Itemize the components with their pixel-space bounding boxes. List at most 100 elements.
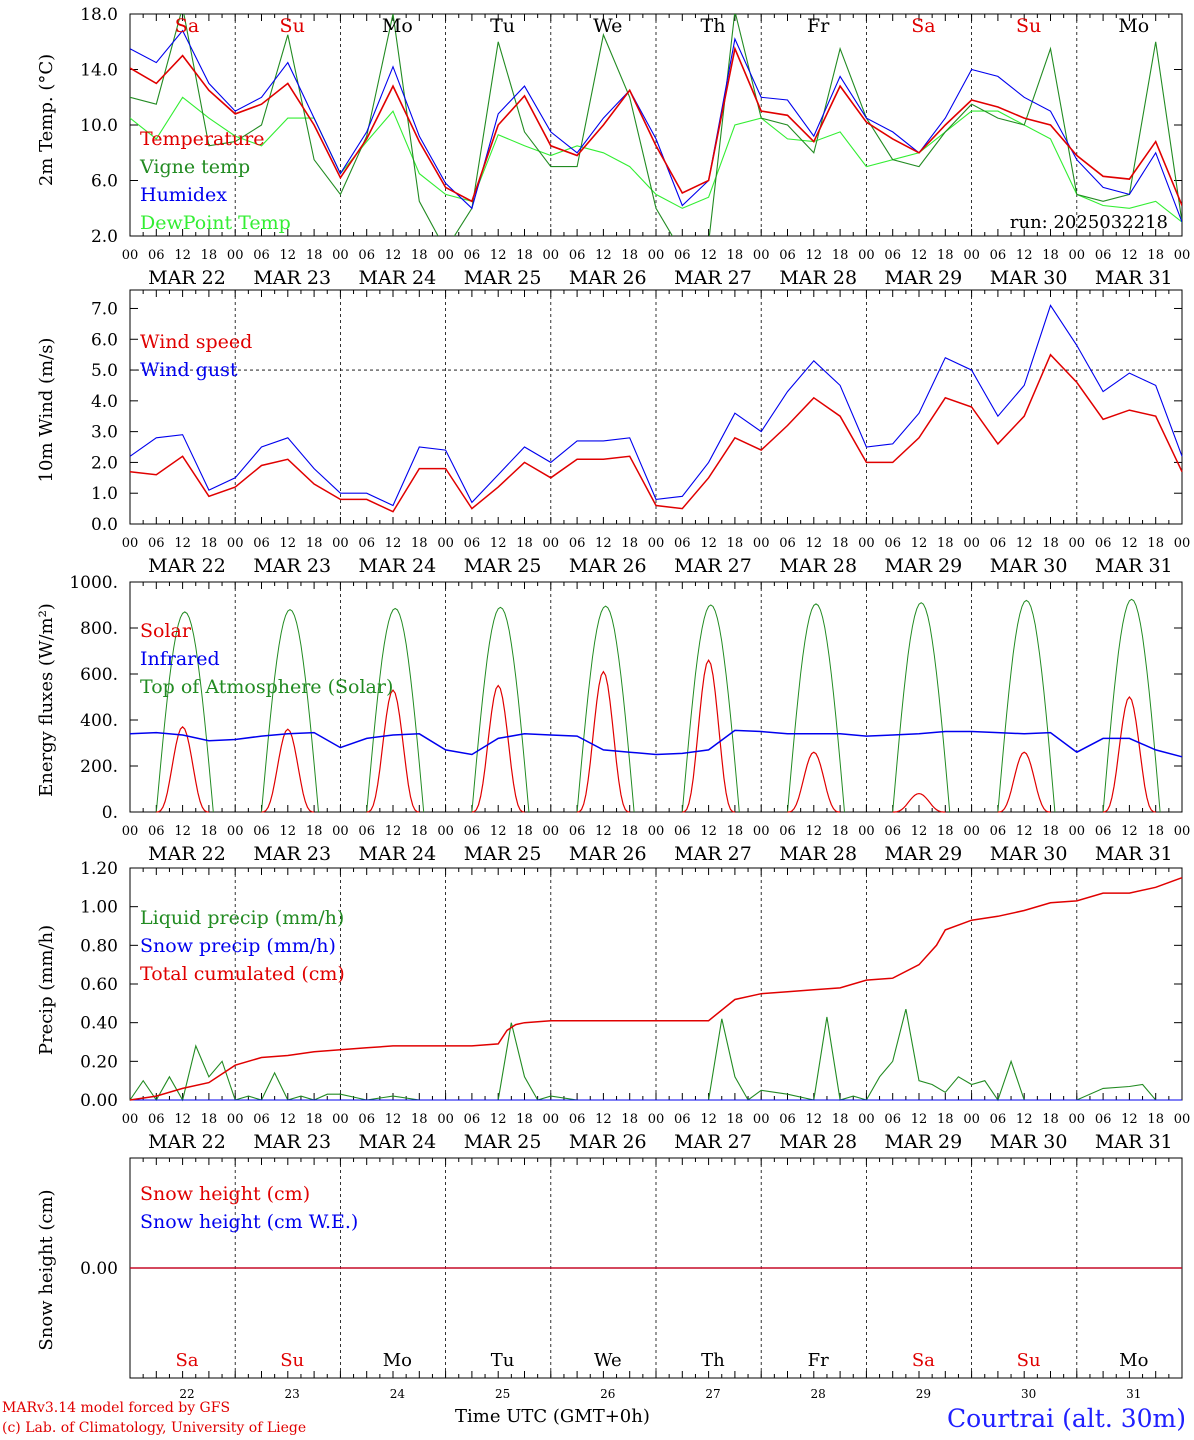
hour-tick-label: 06 xyxy=(884,824,901,839)
hour-tick-label: 12 xyxy=(490,824,507,839)
y-tick-label: 7.0 xyxy=(91,299,118,319)
hour-tick-label: 00 xyxy=(1069,1112,1086,1127)
day-name-label: Su xyxy=(280,1350,304,1371)
date-label: MAR 31 xyxy=(1095,555,1173,577)
hour-tick-label: 00 xyxy=(648,248,665,263)
hour-tick-label: 18 xyxy=(1147,1112,1164,1127)
y-tick-label: 0.00 xyxy=(80,1259,118,1279)
hour-tick-label: 00 xyxy=(1174,1112,1191,1127)
day-name-label: Mo xyxy=(383,1350,412,1371)
toa-day-curve xyxy=(576,605,635,813)
date-label: MAR 26 xyxy=(569,1131,647,1153)
y-tick-label: 4.0 xyxy=(91,392,118,412)
hour-tick-label: 06 xyxy=(990,248,1007,263)
hour-tick-label: 06 xyxy=(569,536,586,551)
hour-tick-label: 12 xyxy=(806,536,823,551)
hour-tick-label: 18 xyxy=(621,1112,638,1127)
solar-day-curve xyxy=(577,670,630,813)
hour-tick-label: 06 xyxy=(1095,248,1112,263)
hour-tick-label: 18 xyxy=(516,824,533,839)
wind-panel: 0.0 1.0 2.0 3.0 4.0 5.0 6.0 7.0 10m Wind (m/s) Wi… xyxy=(36,289,1190,577)
legend-entry: Snow height (cm W.E.) xyxy=(140,1211,358,1233)
toa-day-curve xyxy=(366,607,425,813)
hour-tick-label: 00 xyxy=(543,536,560,551)
hour-tick-label: 00 xyxy=(1069,536,1086,551)
series-line-speed xyxy=(129,353,1183,513)
hour-tick-label: 00 xyxy=(1069,824,1086,839)
hour-tick-label: 12 xyxy=(280,824,297,839)
hour-tick-label: 12 xyxy=(1121,1112,1138,1127)
precip-panel: 0.00 0.20 0.40 0.60 0.80 1.00 1.20 Precip (mm/h… xyxy=(36,859,1190,1153)
hour-tick-label: 18 xyxy=(306,1112,323,1127)
day-number-label: 26 xyxy=(600,1387,615,1400)
hour-tick-label: 18 xyxy=(937,1112,954,1127)
hour-tick-label: 06 xyxy=(884,536,901,551)
date-label: MAR 30 xyxy=(990,267,1068,289)
hour-tick-label: 00 xyxy=(753,248,770,263)
hour-tick-label: 18 xyxy=(1042,536,1059,551)
solar-day-curve xyxy=(997,751,1051,813)
y-axis-label: 2m Temp. (°C) xyxy=(36,54,57,186)
y-tick-label: 0.60 xyxy=(80,975,118,995)
hour-tick-label: 12 xyxy=(280,1112,297,1127)
date-label: MAR 22 xyxy=(148,267,226,289)
hour-tick-label: 00 xyxy=(332,248,349,263)
hour-tick-label: 00 xyxy=(648,824,665,839)
hour-tick-label: 00 xyxy=(437,824,454,839)
y-tick-label: 1.0 xyxy=(91,484,118,504)
time-axis-title: Time UTC (GMT+0h) xyxy=(455,1406,650,1427)
day-number-label: 27 xyxy=(705,1387,720,1400)
hour-tick-label: 00 xyxy=(122,1112,139,1127)
hour-tick-label: 00 xyxy=(858,1112,875,1127)
hour-tick-label: 12 xyxy=(1121,824,1138,839)
hour-tick-label: 06 xyxy=(569,1112,586,1127)
hour-tick-label: 00 xyxy=(437,248,454,263)
day-number-label: 23 xyxy=(285,1387,300,1400)
hour-tick-label: 18 xyxy=(727,536,744,551)
toa-day-curve xyxy=(787,603,845,813)
day-number-label: 30 xyxy=(1021,1387,1036,1400)
hour-tick-label: 00 xyxy=(1174,824,1191,839)
y-axis-label: 10m Wind (m/s) xyxy=(36,338,57,483)
hour-tick-label: 18 xyxy=(516,536,533,551)
date-label: MAR 29 xyxy=(885,843,963,865)
hour-tick-label: 12 xyxy=(174,1112,191,1127)
y-tick-label: 0.80 xyxy=(80,936,118,956)
hour-tick-label: 00 xyxy=(1174,248,1191,263)
day-name-label: Su xyxy=(280,15,305,37)
hour-tick-label: 00 xyxy=(332,536,349,551)
day-name-label: Sa xyxy=(912,1350,935,1371)
date-label: MAR 25 xyxy=(464,1131,542,1153)
y-tick-label: 6.0 xyxy=(91,330,118,350)
hour-tick-label: 18 xyxy=(411,1112,428,1127)
legend-entry: Temperature xyxy=(140,128,264,150)
date-label: MAR 22 xyxy=(148,555,226,577)
hour-tick-label: 12 xyxy=(174,248,191,263)
temperature-panel: 2.0 6.0 10.0 14.0 18.0 2m Temp. (°C) Temperatu… xyxy=(36,5,1190,289)
hour-tick-label: 00 xyxy=(332,1112,349,1127)
y-tick-label: 14.0 xyxy=(80,61,118,81)
hour-tick-label: 18 xyxy=(1147,824,1164,839)
hour-tick-label: 06 xyxy=(253,248,270,263)
hour-tick-label: 00 xyxy=(753,1112,770,1127)
hour-tick-label: 18 xyxy=(201,536,218,551)
series-line-infrared xyxy=(129,729,1183,758)
date-label: MAR 31 xyxy=(1095,267,1173,289)
hour-tick-label: 00 xyxy=(227,536,244,551)
hour-tick-label: 12 xyxy=(1016,248,1033,263)
day-number-label: 25 xyxy=(495,1387,510,1400)
solar-day-curve xyxy=(787,751,841,813)
y-tick-label: 0.00 xyxy=(80,1091,118,1111)
hour-tick-label: 06 xyxy=(464,1112,481,1127)
hour-tick-label: 06 xyxy=(569,248,586,263)
hour-tick-label: 06 xyxy=(884,1112,901,1127)
hour-tick-label: 00 xyxy=(858,248,875,263)
hour-tick-label: 18 xyxy=(1042,1112,1059,1127)
date-label: MAR 26 xyxy=(569,555,647,577)
y-tick-label: 600. xyxy=(80,665,118,685)
hour-tick-label: 18 xyxy=(306,248,323,263)
station-name: Courtrai (alt. 30m) xyxy=(947,1404,1186,1433)
hour-tick-label: 00 xyxy=(332,824,349,839)
hour-tick-label: 18 xyxy=(621,248,638,263)
hour-tick-label: 12 xyxy=(911,1112,928,1127)
